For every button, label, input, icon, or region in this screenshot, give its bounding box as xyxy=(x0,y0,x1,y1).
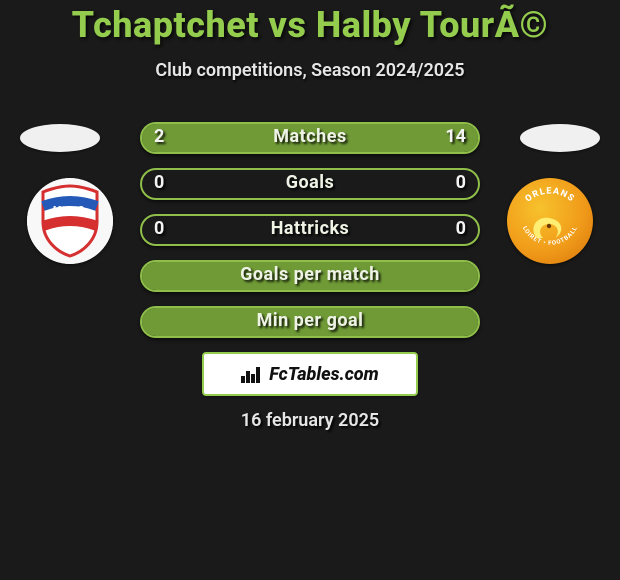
svg-text:U.S.C.: U.S.C. xyxy=(52,204,88,219)
stat-label: Goals per match xyxy=(142,264,478,285)
player-avatar-left xyxy=(20,124,100,152)
stat-bar-hattricks: 0 Hattricks 0 xyxy=(140,214,480,246)
source-label: FcTables.com xyxy=(269,364,378,385)
stat-bar-goals: 0 Goals 0 xyxy=(140,168,480,200)
stat-value-right: 14 xyxy=(445,126,466,147)
source-link[interactable]: FcTables.com xyxy=(202,352,418,396)
snapshot-date: 16 february 2025 xyxy=(0,410,620,431)
club-badge-left: U.S.C. xyxy=(27,178,113,264)
stats-bars: 2 Matches 14 0 Goals 0 0 Hattricks 0 Goa… xyxy=(140,122,480,352)
stat-value-right: 0 xyxy=(456,172,466,193)
stat-bar-goals-per-match: Goals per match xyxy=(140,260,480,292)
stat-bar-matches: 2 Matches 14 xyxy=(140,122,480,154)
stat-label: Goals xyxy=(142,172,478,193)
page-title: Tchaptchet vs Halby TourÃ© xyxy=(0,0,620,46)
stat-label: Hattricks xyxy=(142,218,478,239)
svg-text:LOIRET • FOOTBALL: LOIRET • FOOTBALL xyxy=(521,225,579,247)
club-badge-right: ORLEANS LOIRET • FOOTBALL xyxy=(507,178,593,264)
subtitle: Club competitions, Season 2024/2025 xyxy=(0,60,620,81)
player-avatar-right xyxy=(520,124,600,152)
bar-chart-icon xyxy=(241,365,263,383)
stat-label: Matches xyxy=(142,126,478,147)
stat-bar-min-per-goal: Min per goal xyxy=(140,306,480,338)
svg-text:ORLEANS: ORLEANS xyxy=(524,186,577,204)
stat-value-right: 0 xyxy=(456,218,466,239)
stat-label: Min per goal xyxy=(142,310,478,331)
